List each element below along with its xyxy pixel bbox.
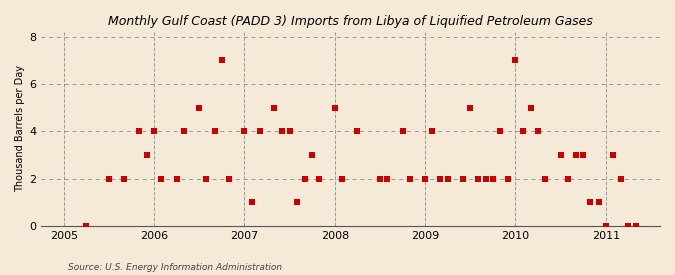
Point (420, 176, 431, 181)
Point (472, 176, 483, 181)
Point (600, 224, 611, 228)
Point (442, 176, 453, 181)
Point (525, 105, 536, 110)
Point (81, 224, 92, 228)
Point (630, 224, 641, 228)
Point (578, 153, 589, 157)
Point (254, 129, 265, 133)
Point (608, 153, 618, 157)
Point (540, 176, 551, 181)
Point (435, 176, 446, 181)
Point (148, 129, 159, 133)
Point (142, 153, 153, 157)
Point (329, 105, 340, 110)
Point (171, 176, 182, 181)
Point (284, 129, 295, 133)
Point (223, 176, 234, 181)
Point (103, 176, 114, 181)
Point (427, 129, 437, 133)
Point (209, 129, 220, 133)
Point (556, 153, 566, 157)
Text: Source: U.S. Energy Information Administration: Source: U.S. Energy Information Administ… (68, 263, 281, 272)
Title: Monthly Gulf Coast (PADD 3) Imports from Libya of Liquified Petroleum Gases: Monthly Gulf Coast (PADD 3) Imports from… (108, 15, 593, 28)
Point (382, 176, 393, 181)
Y-axis label: Thousand Barrels per Day: Thousand Barrels per Day (15, 65, 25, 192)
Point (269, 105, 279, 110)
Point (277, 129, 288, 133)
Point (306, 153, 317, 157)
Point (178, 129, 189, 133)
Point (465, 105, 476, 110)
Point (314, 176, 325, 181)
Point (533, 129, 543, 133)
Point (300, 176, 310, 181)
Point (134, 129, 144, 133)
Point (239, 129, 250, 133)
Point (495, 129, 506, 133)
Point (194, 105, 205, 110)
Point (156, 176, 167, 181)
Point (217, 58, 227, 62)
Point (201, 176, 212, 181)
Point (458, 176, 468, 181)
Point (510, 58, 521, 62)
Point (397, 129, 408, 133)
Point (503, 176, 514, 181)
Point (352, 129, 362, 133)
Point (562, 176, 573, 181)
Point (292, 200, 302, 204)
Point (480, 176, 491, 181)
Point (570, 153, 581, 157)
Point (337, 176, 348, 181)
Point (623, 224, 634, 228)
Point (585, 200, 596, 204)
Point (246, 200, 257, 204)
Point (404, 176, 415, 181)
Point (487, 176, 498, 181)
Point (593, 200, 604, 204)
Point (616, 176, 626, 181)
Point (119, 176, 130, 181)
Point (375, 176, 385, 181)
Point (517, 129, 528, 133)
